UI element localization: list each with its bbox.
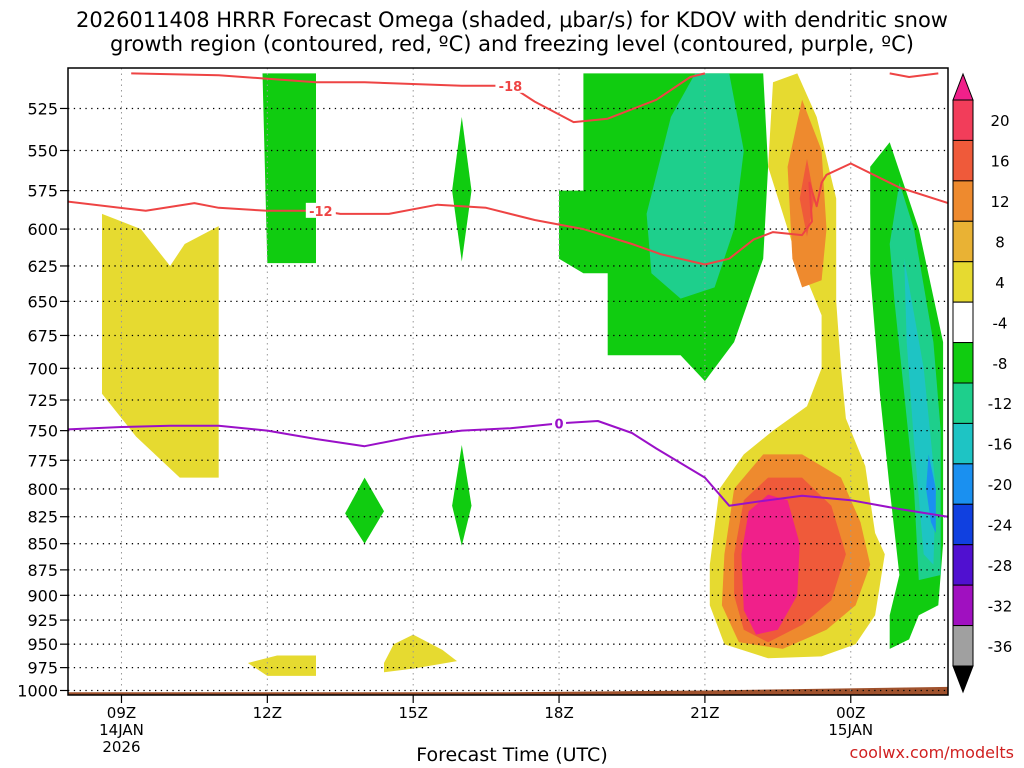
descent-green-16z-upper (452, 117, 472, 262)
colorbar-bin-1 (952, 139, 974, 182)
colorbar-bin-8 (952, 422, 974, 465)
y-tick-label-700: 700 (27, 359, 58, 378)
colorbar-label-0: 20 (990, 112, 1009, 130)
x-year-label-2026: 2026 (102, 738, 140, 756)
colorbar-bin-6 (952, 342, 974, 384)
dgz-label-bg-2 (305, 202, 336, 218)
colorbar-label-7: -12 (988, 395, 1013, 413)
y-tick-label-650: 650 (27, 292, 58, 311)
y-tick-label-750: 750 (27, 422, 58, 441)
y-tick-label-525: 525 (27, 99, 58, 118)
dgz-label-bg-0 (495, 77, 526, 93)
colorbar-bin-12 (952, 584, 974, 627)
colorbar-label-9: -20 (988, 476, 1013, 494)
y-tick-label-950: 950 (27, 635, 58, 654)
grid-lines (68, 68, 948, 695)
colorbar-label-2: 12 (990, 193, 1009, 211)
freezing-label-bg-0 (552, 415, 567, 431)
colorbar-bin-0 (952, 99, 974, 141)
colorbar-label-8: -16 (988, 436, 1013, 454)
dgz-label-2: -12 (309, 205, 333, 220)
descent-blue-right (926, 454, 936, 533)
plot-frame (67, 67, 949, 696)
dgz-label-0: -18 (499, 80, 523, 95)
y-tick-label-825: 825 (27, 508, 58, 527)
y-tick-label-775: 775 (27, 451, 58, 470)
y-tick-label-1000: 1000 (17, 681, 58, 700)
x-tick-label-15Z: 15Z (399, 704, 428, 722)
colorbar-bottom-triangle (952, 665, 974, 694)
x-tick-label-18Z: 18Z (544, 704, 573, 722)
colorbar-bin-13 (952, 625, 974, 667)
colorbar: 20 16 12 8 4 -4 -8 -12 -16 -20 -24 -28 -32 -36 (952, 72, 1013, 694)
x-tick-label-12Z: 12Z (253, 704, 282, 722)
colorbar-bin-5 (952, 301, 974, 344)
ascent-cell-left-upper (102, 213, 219, 478)
y-axis: 525 550 575 600 625 650 675 700 725 750 775 800 825 8… (17, 99, 68, 700)
descent-green-12z (262, 73, 316, 264)
ground-surface (68, 686, 948, 695)
y-tick-label-550: 550 (27, 141, 58, 160)
colorbar-bin-9 (952, 463, 974, 505)
colorbar-label-4: 4 (995, 274, 1005, 292)
y-tick-label-575: 575 (27, 182, 58, 201)
colorbar-bin-2 (952, 180, 974, 222)
x-tick-label-00Z: 00Z (836, 704, 865, 722)
dgz-contour-1 (889, 72, 939, 78)
colorbar-label-12: -32 (988, 597, 1013, 615)
x-tick-label-21Z: 21Z (690, 704, 719, 722)
y-tick-label-975: 975 (27, 659, 58, 678)
y-tick-label-875: 875 (27, 561, 58, 580)
x-axis-label: Forecast Time (UTC) (416, 744, 608, 766)
colorbar-label-13: -36 (988, 638, 1013, 656)
colorbar-label-11: -28 (988, 557, 1013, 575)
colorbar-label-6: -8 (993, 355, 1008, 373)
descent-teal-main (646, 73, 744, 299)
x-date-label-14JAN: 14JAN (99, 721, 144, 739)
ascent-cell-bottom-left (247, 655, 316, 676)
x-tick-label-09Z: 09Z (107, 704, 136, 722)
ascent-cell-bottom-mid (384, 634, 457, 673)
credit-link[interactable]: coolwx.com/modelts (849, 743, 1014, 762)
y-tick-label-800: 800 (27, 480, 58, 499)
colorbar-bin-10 (952, 503, 974, 546)
y-tick-label-600: 600 (27, 220, 58, 239)
y-tick-label-850: 850 (27, 535, 58, 554)
chart-title: 2026011408 HRRR Forecast Omega (shaded, … (75, 8, 948, 56)
descent-green-16z-lower (452, 445, 472, 546)
dgz-contour-0 (131, 72, 706, 124)
colorbar-bin-3 (952, 220, 974, 263)
omega-shading (68, 73, 948, 695)
colorbar-bin-4 (952, 261, 974, 303)
colorbar-top-triangle (952, 72, 974, 101)
colorbar-label-3: 8 (995, 234, 1005, 252)
colorbar-label-10: -24 (988, 517, 1013, 535)
colorbar-bin-7 (952, 382, 974, 424)
y-tick-label-675: 675 (27, 326, 58, 345)
y-tick-label-625: 625 (27, 257, 58, 276)
colorbar-label-5: -4 (993, 314, 1008, 332)
x-date-label-15JAN: 15JAN (828, 721, 873, 739)
dgz-contour-2 (68, 162, 948, 266)
freezing-label-0: 0 (555, 417, 564, 432)
contour-labels: -18 -12 0 (305, 77, 567, 432)
colorbar-label-1: 16 (990, 153, 1009, 171)
colorbar-bin-11 (952, 544, 974, 586)
y-tick-label-925: 925 (27, 611, 58, 630)
descent-green-14z (345, 477, 384, 544)
y-tick-label-900: 900 (27, 586, 58, 605)
y-tick-label-725: 725 (27, 391, 58, 410)
ascent-magenta-core (741, 494, 800, 635)
